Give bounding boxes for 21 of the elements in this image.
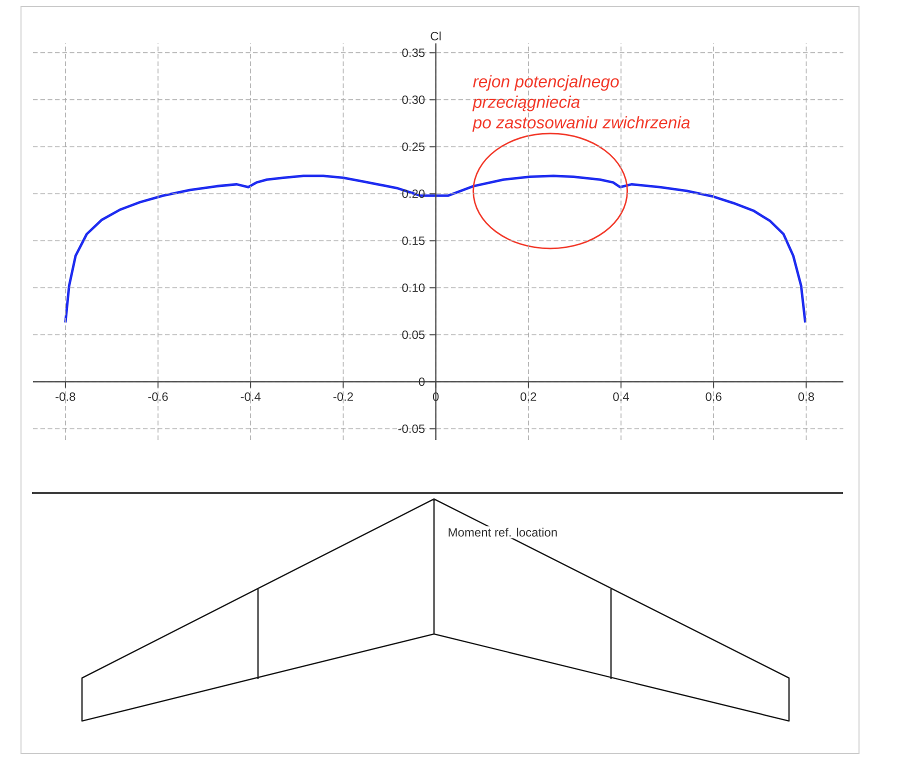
x-tick-label: 0.2 bbox=[520, 392, 536, 401]
y-axis-title: Cl bbox=[430, 32, 441, 40]
annotation: rejon potencjalnego bbox=[473, 75, 619, 91]
x-tick-label: -0.2 bbox=[333, 392, 353, 401]
y-tick-label: 0.10 bbox=[402, 283, 425, 292]
y-tick-label: 0.15 bbox=[402, 236, 425, 245]
y-tick-label: 0.35 bbox=[402, 48, 425, 57]
y-tick-label: 0.05 bbox=[402, 330, 425, 339]
x-tick-label: 0.4 bbox=[613, 392, 629, 401]
y-tick-label: 0.30 bbox=[402, 95, 425, 104]
text: Moment ref. location bbox=[448, 528, 557, 537]
annotation: po zastosowaniu zwichrzenia bbox=[472, 116, 690, 132]
x-tick-label: 0.8 bbox=[798, 392, 814, 401]
y-tick-label: 0.25 bbox=[402, 142, 425, 151]
line-series bbox=[64, 174, 807, 324]
x-tick-label: -0.8 bbox=[56, 392, 76, 401]
x-tick-label: -0.6 bbox=[148, 392, 168, 401]
y-tick-label: -0.05 bbox=[398, 424, 425, 433]
x-tick-label: 0.6 bbox=[706, 392, 722, 401]
annotation: przeciągniecia bbox=[472, 96, 580, 112]
x-tick-label: -0.4 bbox=[240, 392, 261, 401]
